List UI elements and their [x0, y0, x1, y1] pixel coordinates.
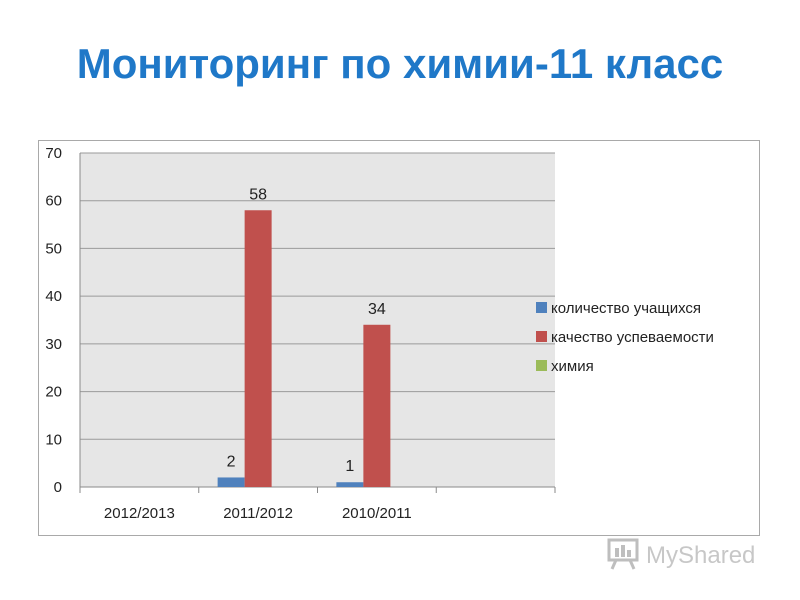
legend-label: качество успеваемости [551, 329, 714, 346]
watermark-text: MyShared [646, 542, 756, 569]
presentation-board-icon [607, 538, 639, 570]
y-tick-label: 0 [54, 479, 62, 496]
y-tick-label: 20 [45, 384, 62, 401]
data-label: 2 [227, 453, 236, 470]
data-label: 58 [249, 186, 267, 203]
bar-chart: 0 10 20 30 40 50 60 70 2012/2013 2011/2012 2010/20… [45, 145, 714, 522]
x-tick-label: 2011/2012 [223, 505, 293, 522]
bar [244, 210, 272, 487]
x-tick-label: 2012/2013 [104, 505, 175, 522]
legend-label: химия [551, 358, 594, 375]
y-tick-label: 30 [45, 336, 62, 353]
y-tick-label: 50 [45, 240, 62, 257]
plot-area [80, 153, 555, 487]
x-tick-label: 2010/2011 [342, 505, 412, 522]
slide-title: Мониторинг по химии-11 класс [76, 40, 724, 87]
bar [217, 477, 245, 487]
data-label: 34 [368, 301, 386, 318]
bar [336, 482, 364, 487]
chart-container: 0 10 20 30 40 50 60 70 2012/2013 2011/2012 2010/20… [38, 140, 760, 536]
y-tick-label: 70 [45, 145, 62, 162]
y-tick-label: 10 [45, 431, 62, 448]
legend-swatch [536, 360, 547, 371]
y-tick-label: 60 [45, 193, 62, 210]
bar [363, 324, 391, 487]
watermark: MyShared [606, 536, 776, 576]
legend-swatch [536, 302, 547, 313]
legend-label: количество учащихся [551, 300, 701, 317]
y-tick-label: 40 [45, 288, 62, 305]
legend-swatch [536, 331, 547, 342]
data-label: 1 [345, 458, 354, 475]
